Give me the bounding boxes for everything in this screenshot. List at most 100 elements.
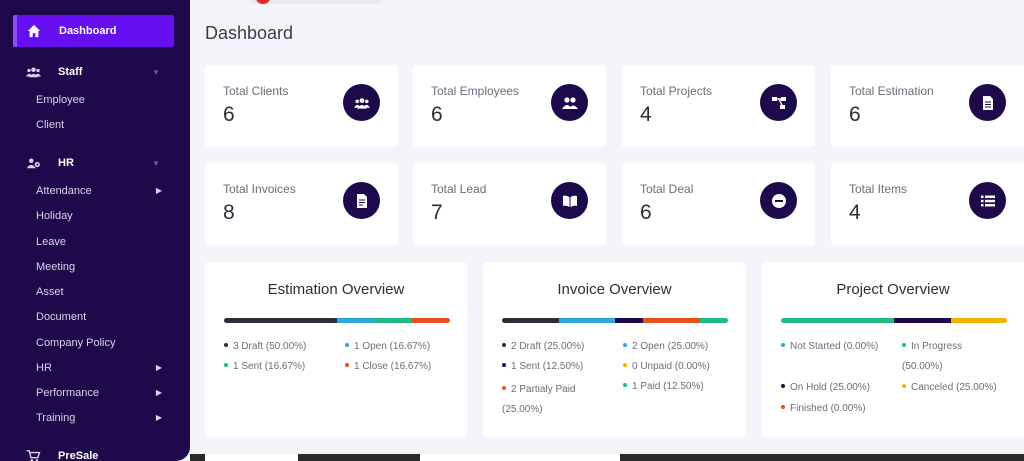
stat-card-invoices[interactable]: Total Invoices 8 bbox=[205, 163, 398, 245]
bar-segment bbox=[615, 318, 644, 323]
stat-card-clients[interactable]: Total Clients 6 bbox=[205, 65, 398, 147]
user-group-icon bbox=[551, 84, 588, 121]
stat-card-items[interactable]: Total Items 4 bbox=[831, 163, 1024, 245]
stat-value: 4 bbox=[849, 201, 861, 224]
legend-dot bbox=[502, 386, 506, 391]
legend-dot bbox=[502, 363, 506, 368]
sidebar-item-company-policy[interactable]: Company Policy bbox=[36, 335, 166, 351]
card-title: Estimation Overview bbox=[267, 281, 405, 298]
stat-label: Total Items bbox=[849, 182, 908, 196]
legend-dot bbox=[623, 383, 627, 388]
book-open-icon bbox=[551, 182, 588, 219]
caret-right-icon: ▶ bbox=[155, 388, 162, 397]
legend-label: 1 Sent (16.67%) bbox=[233, 361, 306, 372]
caret-right-icon: ▶ bbox=[155, 363, 162, 372]
sidebar-item-label: HR bbox=[58, 157, 74, 169]
sidebar-item-label: HR bbox=[36, 362, 52, 374]
progress-bar bbox=[502, 318, 728, 323]
legend-label: In Progress (50.00%) bbox=[902, 341, 963, 372]
stat-card-deal[interactable]: Total Deal 6 bbox=[622, 163, 815, 245]
sidebar-item-client[interactable]: Client bbox=[36, 117, 166, 133]
sidebar-item-label: Staff bbox=[58, 66, 83, 78]
legend-dot bbox=[224, 363, 228, 368]
invoice-overview-card: Invoice Overview 2 Draft (25.00%) 2 Open… bbox=[483, 262, 746, 437]
bar-segment bbox=[950, 318, 1007, 323]
legend-label: Finished (0.00%) bbox=[790, 403, 866, 414]
sidebar-item-performance[interactable]: Performance ▶ bbox=[36, 385, 166, 401]
stat-value: 4 bbox=[640, 103, 652, 126]
sidebar-item-label: Client bbox=[36, 119, 65, 131]
legend-item: 1 Sent (12.50%) bbox=[502, 360, 583, 374]
legend-dot bbox=[502, 343, 506, 348]
users-icon bbox=[26, 67, 41, 78]
sidebar-item-label: Leave bbox=[36, 236, 66, 248]
sidebar-item-label: Employee bbox=[36, 94, 85, 106]
stat-card-projects[interactable]: Total Projects 4 bbox=[622, 65, 815, 147]
card-title: Invoice Overview bbox=[557, 281, 672, 298]
status-dot bbox=[256, 0, 270, 4]
card-edge bbox=[205, 454, 298, 461]
top-toggle[interactable] bbox=[250, 0, 382, 4]
legend-item: 2 Partialy Paid (25.00%) bbox=[502, 380, 602, 420]
legend-dot bbox=[902, 384, 906, 389]
chevron-down-icon: ▼ bbox=[152, 158, 160, 168]
legend-dot bbox=[345, 363, 349, 368]
users-icon bbox=[343, 84, 380, 121]
legend-item: 1 Close (16.67%) bbox=[345, 360, 431, 374]
legend-item: Finished (0.00%) bbox=[781, 402, 866, 416]
stat-label: Total Deal bbox=[640, 182, 694, 196]
sidebar-item-label: Asset bbox=[36, 286, 64, 298]
stat-card-lead[interactable]: Total Lead 7 bbox=[413, 163, 606, 245]
legend-label: 0 Unpaid (0.00%) bbox=[632, 361, 710, 372]
bar-segment bbox=[502, 318, 559, 323]
legend-label: 1 Paid (12.50%) bbox=[632, 381, 704, 392]
sidebar-item-dashboard[interactable]: Dashboard bbox=[13, 15, 174, 47]
legend-item: 1 Open (16.67%) bbox=[345, 340, 430, 354]
stat-value: 6 bbox=[849, 103, 861, 126]
legend-item: 1 Sent (16.67%) bbox=[224, 360, 305, 374]
sidebar-item-hr-sub[interactable]: HR ▶ bbox=[36, 360, 166, 376]
legend-label: Not Started (0.00%) bbox=[790, 341, 879, 352]
legend-item: In Progress (50.00%) bbox=[902, 337, 1002, 377]
bar-segment bbox=[224, 318, 337, 323]
legend-dot bbox=[224, 343, 228, 348]
sidebar-item-leave[interactable]: Leave bbox=[36, 234, 166, 250]
legend-label: On Hold (25.00%) bbox=[790, 382, 871, 393]
legend-label: 2 Open (25.00%) bbox=[632, 341, 709, 352]
sidebar-item-staff[interactable]: Staff ▼ bbox=[26, 63, 166, 81]
legend-label: 1 Sent (12.50%) bbox=[511, 361, 584, 372]
legend-label: 1 Open (16.67%) bbox=[354, 341, 431, 352]
sidebar-item-meeting[interactable]: Meeting bbox=[36, 259, 166, 275]
sidebar-item-label: Attendance bbox=[36, 185, 92, 197]
legend-label: 3 Draft (50.00%) bbox=[233, 341, 307, 352]
legend-item: 2 Open (25.00%) bbox=[623, 340, 708, 354]
stat-card-employees[interactable]: Total Employees 6 bbox=[413, 65, 606, 147]
legend-dot bbox=[345, 343, 349, 348]
sidebar-item-holiday[interactable]: Holiday bbox=[36, 208, 166, 224]
legend-dot bbox=[781, 405, 785, 410]
sidebar-item-label: Company Policy bbox=[36, 337, 116, 349]
sidebar-item-attendance[interactable]: Attendance ▶ bbox=[36, 183, 166, 199]
sidebar-item-document[interactable]: Document bbox=[36, 309, 166, 325]
legend-label: 2 Partialy Paid (25.00%) bbox=[502, 384, 576, 415]
project-overview-card: Project Overview Not Started (0.00%) In … bbox=[762, 262, 1024, 437]
sidebar-item-label: Training bbox=[36, 412, 76, 424]
stat-value: 7 bbox=[431, 201, 443, 224]
stat-label: Total Invoices bbox=[223, 182, 296, 196]
stat-card-estimation[interactable]: Total Estimation 6 bbox=[831, 65, 1024, 147]
file-icon bbox=[969, 84, 1006, 121]
stat-value: 6 bbox=[223, 103, 235, 126]
sidebar-item-asset[interactable]: Asset bbox=[36, 284, 166, 300]
sidebar-item-label: PreSale bbox=[58, 450, 99, 461]
card-edge bbox=[420, 454, 620, 461]
sidebar-item-presale[interactable]: PreSale bbox=[26, 447, 166, 461]
page-title: Dashboard bbox=[205, 23, 294, 43]
sidebar-item-employee[interactable]: Employee bbox=[36, 92, 166, 108]
home-icon bbox=[27, 24, 41, 38]
sidebar-item-training[interactable]: Training ▶ bbox=[36, 410, 166, 426]
sidebar-item-hr[interactable]: HR ▼ bbox=[26, 154, 166, 172]
sitemap-icon bbox=[760, 84, 797, 121]
stat-label: Total Clients bbox=[223, 84, 289, 98]
legend-label: Canceled (25.00%) bbox=[911, 382, 997, 393]
invoice-icon bbox=[343, 182, 380, 219]
